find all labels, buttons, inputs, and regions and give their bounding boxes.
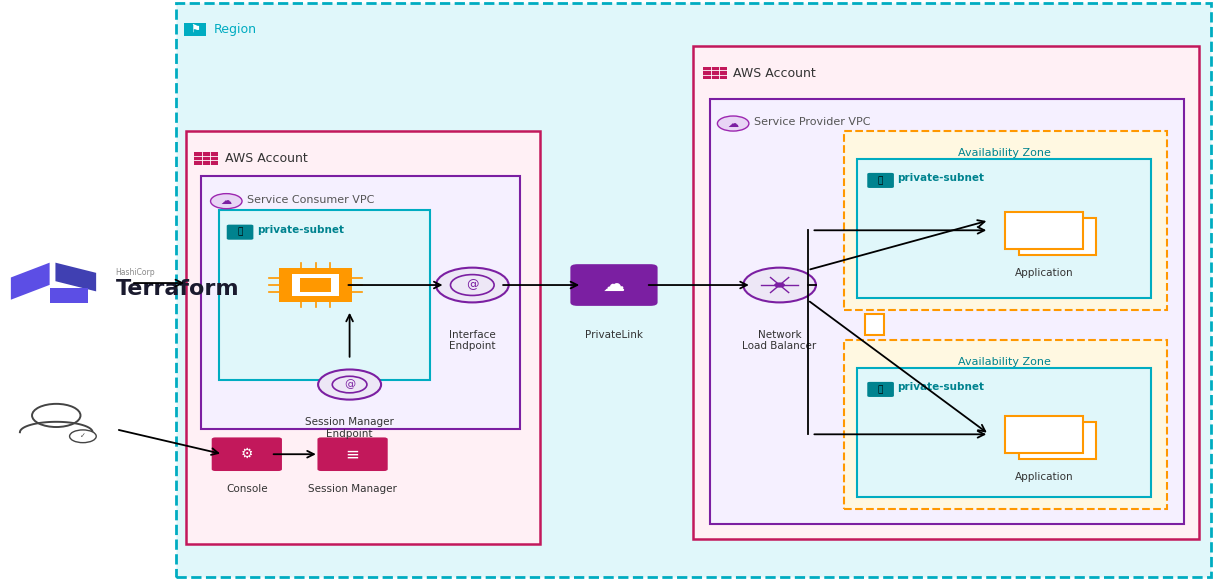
Text: @: @ xyxy=(466,279,478,292)
Text: Interface
Endpoint: Interface Endpoint xyxy=(449,330,495,352)
Text: ☁: ☁ xyxy=(603,275,625,295)
FancyBboxPatch shape xyxy=(293,274,339,296)
Text: Service Consumer VPC: Service Consumer VPC xyxy=(246,195,374,205)
Circle shape xyxy=(318,370,381,400)
Text: Application: Application xyxy=(1015,268,1073,278)
FancyBboxPatch shape xyxy=(317,438,387,471)
Text: 🔒: 🔒 xyxy=(878,176,884,185)
Text: 🔒: 🔒 xyxy=(878,385,884,394)
Text: ⚑: ⚑ xyxy=(191,24,200,34)
Text: AWS Account: AWS Account xyxy=(225,152,307,165)
FancyBboxPatch shape xyxy=(176,3,1210,577)
FancyBboxPatch shape xyxy=(867,173,894,188)
Text: PrivateLink: PrivateLink xyxy=(585,330,643,340)
FancyBboxPatch shape xyxy=(845,131,1167,310)
FancyBboxPatch shape xyxy=(219,210,431,379)
FancyBboxPatch shape xyxy=(845,340,1167,509)
Circle shape xyxy=(717,116,749,131)
Text: ⚙: ⚙ xyxy=(240,447,253,461)
Text: private-subnet: private-subnet xyxy=(897,173,985,183)
Text: private-subnet: private-subnet xyxy=(897,382,985,392)
FancyBboxPatch shape xyxy=(710,99,1184,524)
Text: Network
Load Balancer: Network Load Balancer xyxy=(743,330,817,352)
Circle shape xyxy=(775,282,785,288)
Text: ☁: ☁ xyxy=(727,119,738,129)
Text: private-subnet: private-subnet xyxy=(257,225,344,235)
Text: HashiCorp: HashiCorp xyxy=(115,268,155,278)
FancyBboxPatch shape xyxy=(857,368,1151,497)
Text: Terraform: Terraform xyxy=(115,279,239,299)
FancyBboxPatch shape xyxy=(1019,218,1096,255)
FancyBboxPatch shape xyxy=(864,314,884,335)
Circle shape xyxy=(210,194,242,209)
FancyBboxPatch shape xyxy=(1005,416,1083,453)
FancyBboxPatch shape xyxy=(227,225,254,240)
Polygon shape xyxy=(11,262,50,300)
Text: Availability Zone: Availability Zone xyxy=(958,148,1050,158)
FancyBboxPatch shape xyxy=(211,438,282,471)
Text: ☁: ☁ xyxy=(221,196,232,206)
FancyBboxPatch shape xyxy=(571,264,658,306)
Text: 🔒: 🔒 xyxy=(238,228,243,237)
FancyBboxPatch shape xyxy=(300,278,331,292)
Circle shape xyxy=(69,430,96,443)
FancyBboxPatch shape xyxy=(186,131,540,544)
Text: Console: Console xyxy=(226,484,267,494)
Text: Application: Application xyxy=(1015,472,1073,482)
Text: Region: Region xyxy=(214,23,256,36)
Text: ≡: ≡ xyxy=(346,445,359,463)
FancyBboxPatch shape xyxy=(1019,423,1096,459)
Text: @: @ xyxy=(344,379,356,389)
Polygon shape xyxy=(50,288,89,303)
Text: Session Manager: Session Manager xyxy=(308,484,397,494)
FancyBboxPatch shape xyxy=(703,66,727,79)
Polygon shape xyxy=(56,262,96,292)
Circle shape xyxy=(436,268,509,303)
FancyBboxPatch shape xyxy=(194,152,219,165)
Text: AWS Account: AWS Account xyxy=(733,66,816,80)
Text: ✓: ✓ xyxy=(80,433,86,439)
Circle shape xyxy=(743,268,816,303)
FancyBboxPatch shape xyxy=(185,23,206,36)
FancyBboxPatch shape xyxy=(202,176,521,430)
FancyBboxPatch shape xyxy=(693,46,1198,539)
Text: Availability Zone: Availability Zone xyxy=(958,357,1050,367)
Text: Session Manager
Endpoint: Session Manager Endpoint xyxy=(305,417,395,439)
Text: Service Provider VPC: Service Provider VPC xyxy=(754,117,870,127)
FancyBboxPatch shape xyxy=(1005,212,1083,249)
FancyBboxPatch shape xyxy=(867,382,894,397)
FancyBboxPatch shape xyxy=(279,268,352,303)
FancyBboxPatch shape xyxy=(857,159,1151,298)
